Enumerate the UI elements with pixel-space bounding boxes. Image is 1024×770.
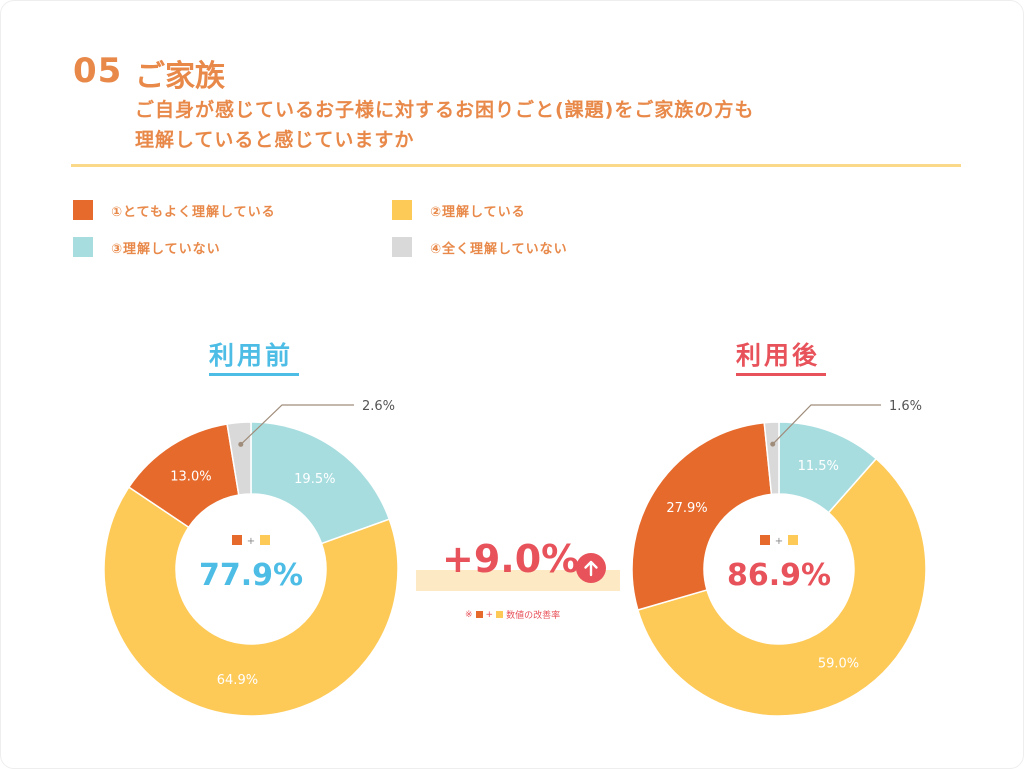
note-orange-square-icon	[475, 611, 483, 618]
question-line-1: ご自身が感じているお子様に対するお困りごと(課題)をご家族の方も	[135, 99, 755, 121]
chart-title-before-underline	[209, 373, 299, 376]
section-number: 05	[73, 51, 123, 91]
donut-slice-not-at-all	[763, 421, 780, 496]
donut-slice-very-well	[631, 421, 773, 611]
callout-dot-not-at-all	[770, 441, 776, 447]
slice-label-understand: 59.0%	[818, 657, 859, 672]
legend-swatch-understand	[392, 200, 412, 220]
change-note-prefix: ※	[465, 609, 473, 620]
change-highlight-band	[416, 570, 620, 591]
center-value: 77.9%	[199, 558, 303, 593]
legend-label-understand: ②理解している	[430, 204, 526, 220]
legend-swatch-not-understand	[73, 237, 93, 257]
center-yellow-square-icon	[260, 535, 270, 545]
center-yellow-square-icon	[788, 535, 798, 545]
chart-title-before: 利用前	[209, 341, 294, 370]
change-note-plus: +	[485, 609, 494, 620]
change-note-text: 数値の改善率	[506, 611, 561, 621]
slice-label-not-understand: 19.5%	[294, 472, 335, 487]
slice-label-not-understand: 11.5%	[798, 459, 839, 474]
legend-swatch-not-at-all	[392, 237, 412, 257]
donut-slice-not-understand	[250, 421, 391, 545]
slice-label-very-well: 13.0%	[170, 470, 211, 485]
center-value: 86.9%	[727, 558, 831, 593]
center-orange-square-icon	[760, 535, 770, 545]
question-text: ご自身が感じているお子様に対するお困りごと(課題)をご家族の方も 理解していると…	[135, 95, 915, 155]
callout-line-not-at-all	[240, 404, 354, 445]
legend-item-understand: ②理解している	[392, 198, 526, 222]
arrow-up-icon	[576, 553, 606, 583]
callout-dot-not-at-all	[238, 441, 244, 447]
donut-slice-understand	[636, 457, 927, 717]
slice-label-not-at-all: 2.6%	[362, 399, 395, 414]
center-plus-sign: +	[247, 536, 255, 547]
center-plus-sign: +	[775, 536, 783, 547]
slice-label-understand: 64.9%	[217, 673, 258, 688]
donut-slice-understand	[103, 486, 399, 717]
change-value: +9.0%	[442, 537, 580, 581]
slice-label-not-at-all: 1.6%	[889, 399, 922, 414]
legend-item-very-well: ①とてもよく理解している	[73, 198, 276, 222]
section-title: ご家族	[135, 59, 225, 94]
chart-title-after: 利用後	[736, 341, 821, 370]
change-note: ※ + 数値の改善率	[465, 608, 561, 622]
legend-swatch-very-well	[73, 200, 93, 220]
question-line-2: 理解していると感じていますか	[135, 129, 415, 151]
legend-label-very-well: ①とてもよく理解している	[111, 204, 276, 220]
legend-item-not-understand: ③理解していない	[73, 235, 221, 259]
header-divider	[71, 164, 961, 167]
slice-label-very-well: 27.9%	[666, 501, 707, 516]
legend-label-not-at-all: ④全く理解していない	[430, 241, 568, 257]
note-yellow-square-icon	[496, 611, 504, 618]
center-orange-square-icon	[232, 535, 242, 545]
legend-item-not-at-all: ④全く理解していない	[392, 235, 568, 259]
chart-title-after-underline	[736, 373, 826, 376]
callout-line-not-at-all	[772, 404, 881, 445]
legend-label-not-understand: ③理解していない	[111, 241, 221, 257]
